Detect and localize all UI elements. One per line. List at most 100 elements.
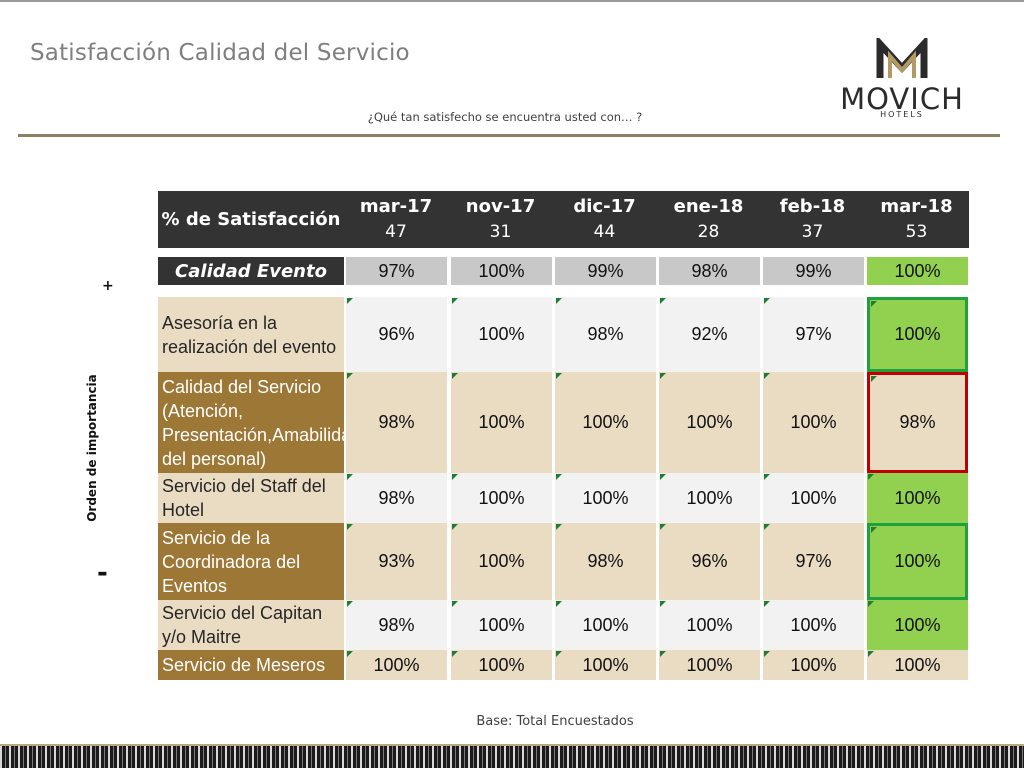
- cell-flag-icon: [556, 474, 562, 480]
- summary-value-cell: 97%: [346, 257, 447, 285]
- value-text: 100%: [790, 614, 837, 635]
- cell-flag-icon: [764, 651, 770, 657]
- column-sample-size: 28: [697, 222, 720, 242]
- column-month: nov-17: [465, 196, 536, 217]
- value-cell: 100%: [867, 650, 968, 680]
- value-text: 97%: [795, 551, 832, 571]
- value-cell: 93%: [346, 523, 447, 600]
- value-cell: 100%: [451, 523, 552, 600]
- value-cell: 100%: [555, 473, 656, 523]
- row-label: Asesoría en la realización del evento: [158, 297, 344, 372]
- value-text: 100%: [790, 487, 837, 508]
- value-text: 100%: [582, 654, 629, 675]
- value-cell: 100%: [346, 650, 447, 680]
- value-cell: 100%: [867, 473, 968, 523]
- cell-flag-icon: [347, 298, 353, 304]
- value-text: 96%: [378, 324, 415, 344]
- axis-importance-label: Orden de importancia: [85, 374, 99, 522]
- column-month: dic-17: [573, 196, 636, 217]
- top-border-line: [0, 0, 1024, 2]
- value-cell: 100%: [763, 600, 864, 650]
- header-divider: [18, 134, 1000, 137]
- summary-value-cell: 100%: [867, 257, 968, 285]
- summary-value-cell: 100%: [451, 257, 552, 285]
- value-text: 98%: [587, 551, 624, 571]
- question-subtitle: ¿Qué tan satisfecho se encuentra usted c…: [367, 110, 643, 124]
- cell-flag-icon: [556, 373, 562, 379]
- cell-flag-icon: [556, 524, 562, 530]
- column-header: feb-18 37: [760, 191, 865, 248]
- cell-flag-icon: [660, 601, 666, 607]
- axis-plus-marker: +: [102, 278, 114, 294]
- page-title: Satisfacción Calidad del Servicio: [30, 40, 410, 66]
- summary-value-cell: 98%: [659, 257, 760, 285]
- cell-flag-icon: [452, 601, 458, 607]
- value-cell: 100%: [555, 600, 656, 650]
- cell-flag-icon: [347, 474, 353, 480]
- value-cell: 100%: [451, 297, 552, 372]
- cell-flag-icon: [452, 373, 458, 379]
- cell-flag-icon: [871, 376, 877, 382]
- row-label: Servicio del Staff del Hotel: [158, 473, 344, 523]
- row-label: Servicio de la Coordinadora del Eventos: [158, 523, 344, 600]
- value-cell: 97%: [763, 297, 864, 372]
- value-text: 100%: [790, 412, 837, 432]
- value-text: 98%: [378, 614, 415, 635]
- value-text: 92%: [691, 324, 728, 344]
- value-text: 100%: [478, 614, 525, 635]
- cell-flag-icon: [347, 524, 353, 530]
- column-month: mar-17: [359, 196, 433, 217]
- value-text: 100%: [894, 654, 941, 675]
- cell-flag-icon: [660, 373, 666, 379]
- value-text: 100%: [790, 654, 837, 675]
- base-footnote: Base: Total Encuestados: [476, 714, 634, 729]
- column-month: mar-18: [880, 196, 953, 217]
- summary-row-label: Calidad Evento: [158, 257, 344, 285]
- summary-value-cell: 99%: [763, 257, 864, 285]
- value-text: 97%: [795, 324, 832, 344]
- value-text: 100%: [686, 614, 733, 635]
- cell-flag-icon: [764, 298, 770, 304]
- header-label: % de Satisfacción: [161, 209, 341, 230]
- cell-flag-icon: [868, 601, 874, 607]
- cell-flag-icon: [871, 301, 877, 307]
- value-cell: 100%: [659, 372, 760, 473]
- cell-flag-icon: [452, 474, 458, 480]
- value-text: 100%: [686, 487, 733, 508]
- decorative-pattern-band: [0, 746, 1024, 768]
- value-text: 100%: [478, 551, 525, 571]
- value-text: 98%: [587, 324, 624, 344]
- value-text: 98%: [899, 412, 936, 432]
- cell-flag-icon: [868, 474, 874, 480]
- value-text: 98%: [378, 487, 415, 508]
- value-cell: 96%: [659, 523, 760, 600]
- value-cell: 98%: [867, 372, 968, 473]
- value-text: 100%: [478, 654, 525, 675]
- header-label-cell: % de Satisfacción: [158, 191, 344, 248]
- column-header: mar-17 47: [344, 191, 448, 248]
- value-cell: 100%: [451, 372, 552, 473]
- value-cell: 97%: [763, 523, 864, 600]
- column-sample-size: 37: [801, 222, 824, 242]
- value-cell: 98%: [346, 600, 447, 650]
- cell-flag-icon: [347, 601, 353, 607]
- cell-flag-icon: [660, 524, 666, 530]
- value-cell: 96%: [346, 297, 447, 372]
- cell-flag-icon: [556, 601, 562, 607]
- value-cell: 100%: [451, 600, 552, 650]
- column-header: dic-17 44: [552, 191, 657, 248]
- cell-flag-icon: [347, 373, 353, 379]
- cell-flag-icon: [452, 298, 458, 304]
- value-text: 100%: [894, 614, 941, 635]
- axis-minus-marker: -: [97, 558, 108, 588]
- decorative-band-top: [0, 744, 1024, 747]
- movich-logo: MOVICH HOTELS: [812, 35, 992, 124]
- row-label: Calidad del Servicio (Atención, Presenta…: [158, 372, 361, 473]
- value-cell: 100%: [867, 523, 968, 600]
- cell-flag-icon: [764, 373, 770, 379]
- value-text: 100%: [894, 551, 941, 571]
- column-sample-size: 47: [385, 222, 407, 242]
- value-cell: 100%: [451, 650, 552, 680]
- column-header: mar-18 53: [864, 191, 969, 248]
- cell-flag-icon: [660, 298, 666, 304]
